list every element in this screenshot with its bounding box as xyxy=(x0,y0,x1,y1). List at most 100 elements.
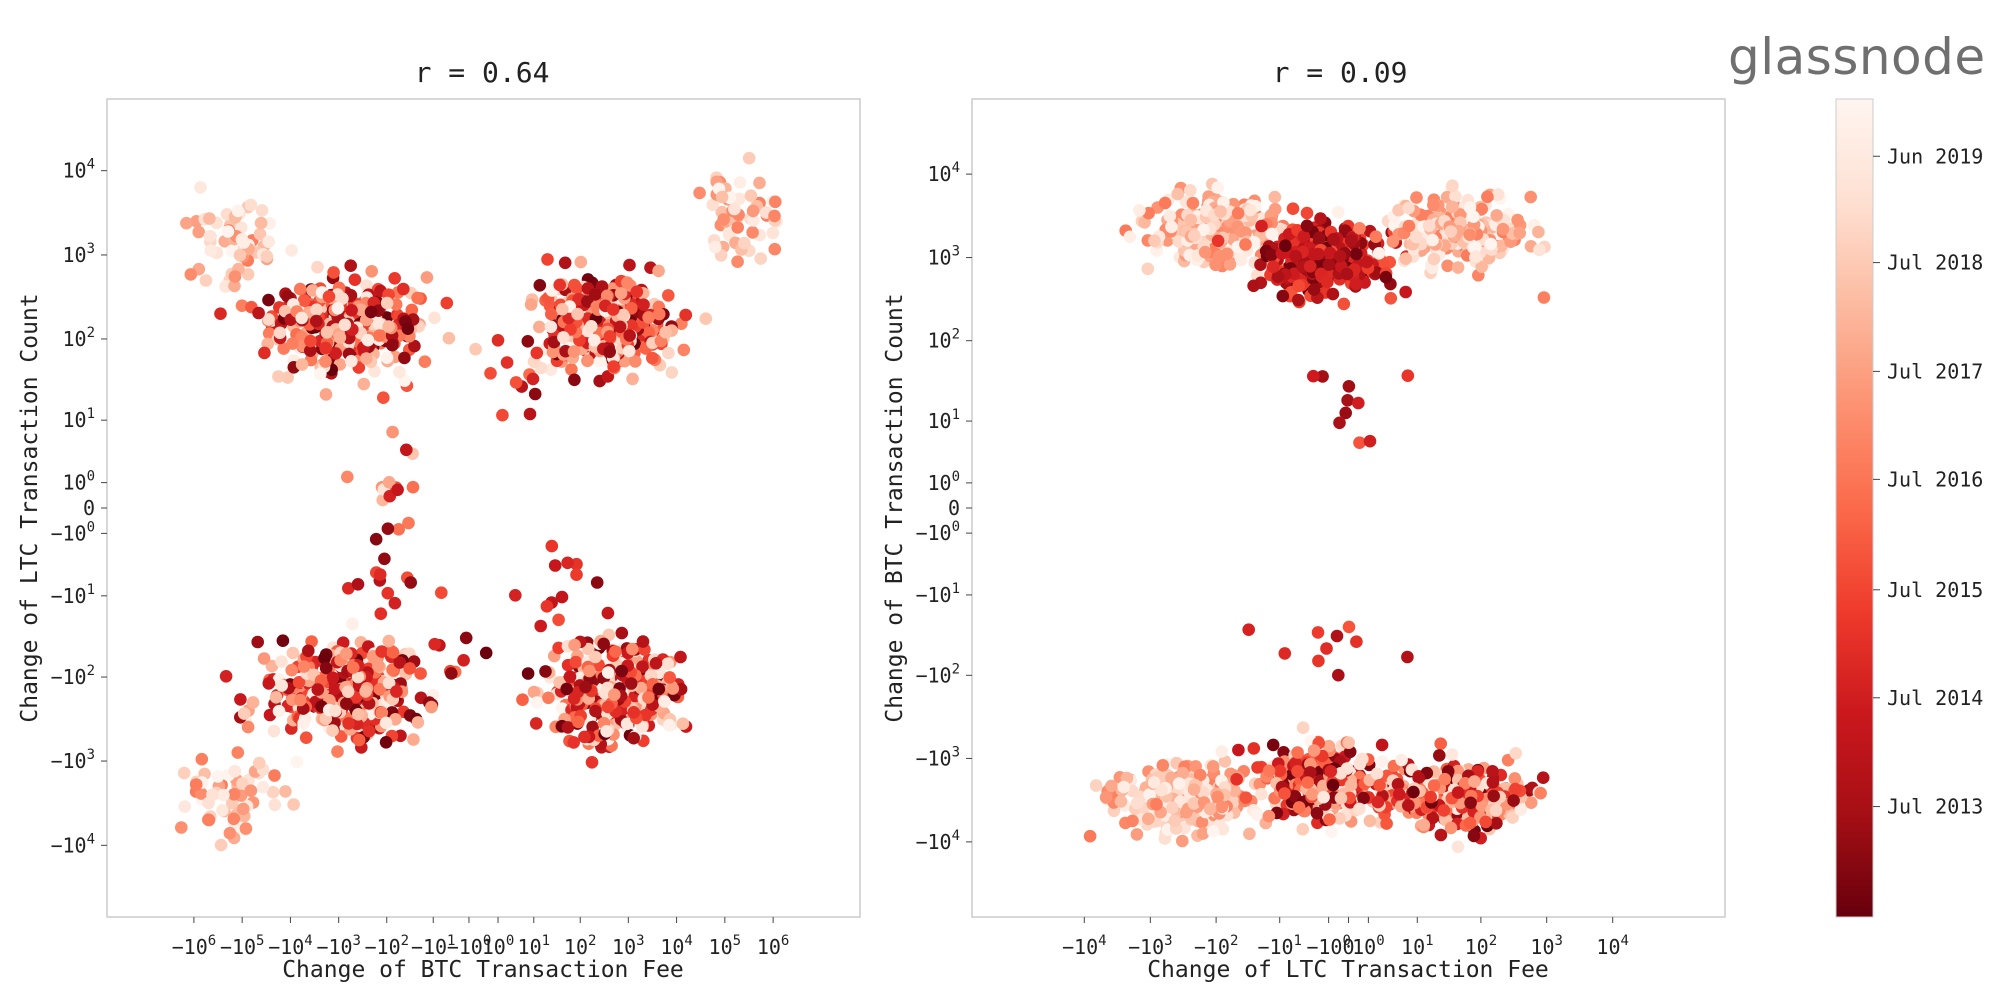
chart-2-point xyxy=(1317,790,1330,804)
chart-1-point xyxy=(216,804,229,817)
chart-1-point xyxy=(403,662,417,675)
chart-1-point xyxy=(523,407,537,421)
chart-1-point xyxy=(319,355,332,368)
chart-1-point xyxy=(319,341,332,355)
chart-1-point xyxy=(329,704,342,718)
chart-1-point xyxy=(401,322,415,336)
chart-2-point xyxy=(1203,802,1217,816)
chart-1-point xyxy=(614,287,628,300)
chart-2-point xyxy=(1312,654,1325,668)
chart-1-point xyxy=(558,256,572,270)
chart-2-point xyxy=(1451,840,1465,854)
chart-2-title: r = 0.09 xyxy=(1273,56,1408,89)
chart-2-point xyxy=(1533,243,1546,257)
chart-1-point xyxy=(411,716,425,729)
chart-2-point xyxy=(1401,650,1414,664)
chart-1-point xyxy=(293,693,307,707)
chart-1-point xyxy=(747,214,760,227)
chart-1-x-tick-label: 104 xyxy=(660,933,693,959)
chart-1-point xyxy=(244,784,258,797)
chart-1-point xyxy=(390,685,403,698)
chart-2-point xyxy=(1486,765,1499,778)
chart-1-point xyxy=(241,268,255,281)
chart-1-point xyxy=(253,227,267,241)
chart-1-point xyxy=(362,724,376,738)
chart-1-point xyxy=(228,270,242,283)
chart-2-x-tick-label: −101 xyxy=(1257,933,1302,959)
chart-2-point xyxy=(1437,804,1451,817)
chart-1-point xyxy=(386,646,400,659)
chart-1-point xyxy=(733,176,747,189)
chart-1-point xyxy=(304,344,317,358)
chart-1-point xyxy=(457,654,470,667)
chart-1-point xyxy=(276,634,290,647)
chart-2-y-tick-label: 102 xyxy=(927,327,960,353)
chart-1-point xyxy=(542,691,555,705)
chart-1-point xyxy=(404,576,418,589)
chart-1-point xyxy=(746,226,759,239)
chart-2-point xyxy=(1342,620,1356,634)
glassnode-logo: glassnode xyxy=(1728,28,1986,86)
chart-2-point xyxy=(1187,797,1201,810)
chart-1-point xyxy=(754,252,767,265)
chart-2-point xyxy=(1288,267,1301,281)
chart-2-point xyxy=(1393,788,1406,801)
chart-1-point xyxy=(530,346,544,360)
chart-1-point xyxy=(203,212,216,225)
chart-2-point xyxy=(1463,228,1477,241)
chart-1-point xyxy=(679,308,693,322)
chart-2-point xyxy=(1239,791,1253,804)
chart-1-x-tick-label: 106 xyxy=(757,933,790,959)
chart-1-point xyxy=(652,682,666,696)
chart-2-point xyxy=(1532,225,1545,239)
chart-1-point xyxy=(375,645,389,658)
chart-2-point xyxy=(1105,779,1118,793)
chart-2-point xyxy=(1395,753,1408,767)
chart-1-point xyxy=(379,736,393,749)
chart-1-x-tick-label: −105 xyxy=(220,933,265,959)
chart-1-point xyxy=(570,568,583,581)
chart-2-point xyxy=(1114,795,1128,808)
chart-2-point xyxy=(1291,765,1304,778)
chart-1-point xyxy=(674,650,687,664)
colorbar-gradient xyxy=(1835,98,1874,918)
chart-2-point xyxy=(1486,776,1500,789)
chart-1-point xyxy=(428,311,441,325)
chart-1-point xyxy=(568,373,581,387)
chart-1-point xyxy=(623,329,636,342)
chart-1-point xyxy=(574,255,588,269)
chart-1-point xyxy=(254,216,268,230)
chart-2-points xyxy=(1083,177,1551,854)
chart-1-point xyxy=(386,338,399,352)
chart-1-point xyxy=(590,576,604,589)
chart-2-point xyxy=(1444,225,1458,238)
chart-1-point xyxy=(236,802,250,816)
chart-2-point xyxy=(1334,767,1347,780)
chart-1-point xyxy=(219,670,233,683)
chart-1-point xyxy=(361,333,375,347)
chart-2-point xyxy=(1322,739,1336,753)
chart-2-x-tick-label: 101 xyxy=(1401,933,1434,959)
chart-1-point xyxy=(442,331,456,345)
chart-2-point xyxy=(1537,291,1551,304)
chart-1-point xyxy=(642,326,656,339)
chart-2-y-tick-label: −104 xyxy=(915,828,960,854)
chart-1-point xyxy=(557,331,570,344)
chart-1-y-tick-label: 102 xyxy=(62,325,95,351)
chart-1-point xyxy=(637,298,650,312)
chart-1-point xyxy=(568,638,581,652)
chart-2-point xyxy=(1481,190,1494,204)
chart-1-point xyxy=(615,664,628,678)
chart-2-point xyxy=(1292,293,1305,307)
chart-1-point xyxy=(556,303,569,316)
chart-2-point xyxy=(1206,760,1220,773)
chart-1-point xyxy=(262,313,275,326)
chart-2-point xyxy=(1402,799,1415,812)
chart-2-point xyxy=(1193,768,1207,782)
chart-1-point xyxy=(659,326,672,339)
chart-1-point xyxy=(184,268,198,281)
chart-2-point xyxy=(1353,222,1366,235)
chart-2-point xyxy=(1168,814,1182,828)
chart-1-point xyxy=(593,354,607,368)
chart-1-point xyxy=(699,312,713,326)
